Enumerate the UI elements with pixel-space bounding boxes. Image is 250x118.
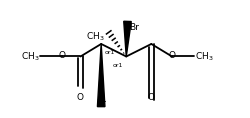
Text: CH$_3$: CH$_3$ — [21, 50, 40, 63]
Text: or1: or1 — [104, 50, 115, 55]
Text: O: O — [58, 51, 65, 60]
Text: Br: Br — [96, 99, 106, 108]
Text: O: O — [148, 93, 155, 102]
Text: Br: Br — [129, 23, 139, 32]
Text: CH$_3$: CH$_3$ — [86, 30, 105, 43]
Polygon shape — [98, 44, 105, 107]
Polygon shape — [124, 21, 131, 57]
Text: O: O — [168, 51, 175, 60]
Text: or1: or1 — [113, 63, 123, 68]
Text: CH$_3$: CH$_3$ — [194, 50, 213, 63]
Text: O: O — [77, 93, 84, 102]
